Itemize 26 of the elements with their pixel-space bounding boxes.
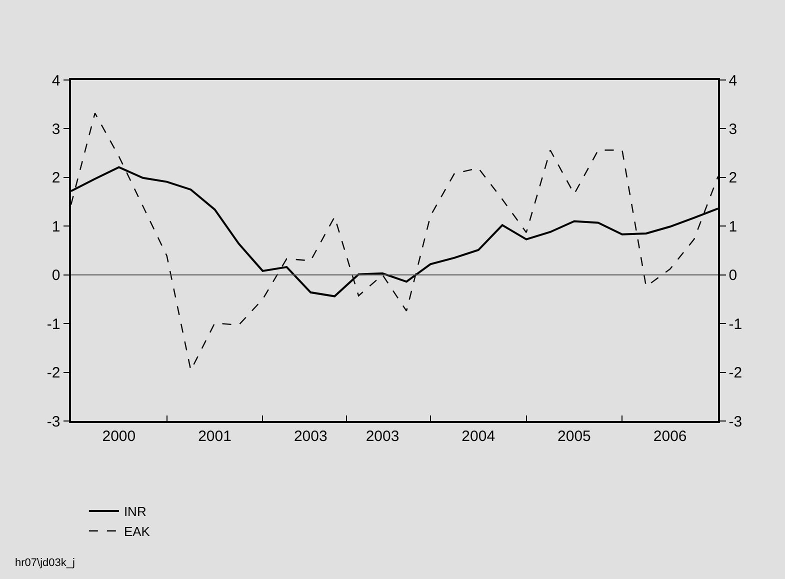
y-tick-label: 3: [52, 120, 60, 138]
y-tick-label: 4: [52, 72, 60, 90]
x-tick-label: 2001: [198, 428, 232, 445]
y2-tick-label: 0: [728, 267, 738, 284]
x-tick-label: 2003: [294, 428, 328, 445]
x-tick-label: 2005: [558, 428, 591, 445]
y2-tick-label: 2: [728, 170, 738, 187]
x-tick-label: 2003: [366, 428, 400, 445]
y2-tick-label: 4: [728, 72, 738, 90]
text: hr07\jd03k_j: [15, 557, 75, 569]
y-tick-label: -2: [46, 364, 60, 382]
y-tick-label: -3: [46, 413, 60, 430]
y2-tick-label: -2: [728, 364, 742, 382]
x-tick-label: 2006: [653, 428, 687, 445]
y-tick-label: 0: [52, 267, 60, 284]
y-tick-label: -1: [46, 316, 60, 333]
x-tick-label: 2000: [102, 428, 136, 445]
y2-tick-label: 3: [728, 120, 738, 138]
y-tick-label: 2: [52, 170, 60, 187]
legend-label: EAK: [124, 524, 150, 539]
x-tick-label: 2004: [462, 428, 496, 445]
y2-tick-label: -1: [728, 316, 742, 333]
legend-label: INR: [124, 504, 146, 520]
y2-tick-label: -3: [728, 413, 742, 430]
y2-tick-label: 1: [728, 218, 738, 236]
y-tick-label: 1: [52, 218, 60, 236]
